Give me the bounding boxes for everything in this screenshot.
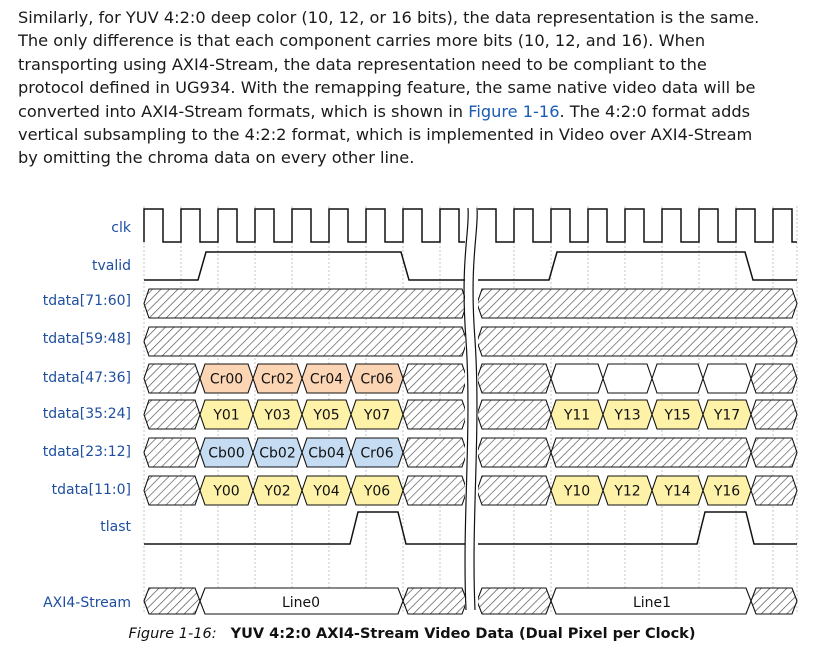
body-paragraph: Similarly, for YUV 4:2:0 deep color (10,… — [18, 6, 818, 170]
bus-d47-invalid-pre — [143, 363, 201, 394]
bus-d11-value-line1: Y16 — [713, 484, 740, 500]
bus-d11-invalid-mid — [402, 475, 468, 506]
label-tdata-47-36: tdata[47:36] — [43, 370, 131, 386]
bus-d11-invalid-pre — [143, 475, 201, 506]
label-tdata-71-60: tdata[71:60] — [43, 293, 131, 309]
tlast-waveform-2 — [477, 511, 797, 545]
stream-line0: Line0 — [282, 595, 320, 611]
label-tvalid: tvalid — [92, 258, 131, 274]
bus-d47-value: Cr00 — [210, 372, 243, 388]
bus-d23-value: Cb02 — [259, 446, 295, 462]
bus-d35-value: Y07 — [363, 408, 390, 424]
bus-d47-cell-line1 — [550, 363, 604, 394]
bus-d71-invalid — [143, 288, 468, 319]
bus-d35-value-line1: Y11 — [563, 408, 590, 424]
bus-d59-invalid-2 — [476, 326, 798, 357]
tvalid-waveform-2 — [477, 251, 797, 281]
bus-d47-value: Cr06 — [360, 372, 393, 388]
label-tdata-23-12: tdata[23:12] — [43, 444, 131, 460]
clk-waveform — [143, 208, 468, 243]
para-line-7: by omitting the chroma data on every oth… — [18, 148, 415, 168]
para-line-2: The only difference is that each compone… — [18, 31, 706, 51]
bus-d35-invalid-post — [750, 399, 798, 430]
bus-d35-value-line1: Y15 — [663, 408, 690, 424]
bus-d47-cell-line1 — [651, 363, 704, 394]
bus-d11-value: Y00 — [212, 484, 239, 500]
bus-d47-cell-line1 — [702, 363, 752, 394]
para-line-3: transporting using AXI4-Stream, the data… — [18, 54, 707, 74]
label-tdata-59-48: tdata[59:48] — [43, 331, 131, 347]
bus-d35-invalid-pre — [143, 399, 201, 430]
caption-figure-number: Figure 1-16: — [128, 626, 217, 642]
bus-d11-value: Y04 — [312, 484, 339, 500]
bus-d35-value: Y03 — [263, 408, 290, 424]
bus-d47-cell-line1 — [602, 363, 653, 394]
bus-d23-value: Cb00 — [208, 446, 244, 462]
bus-d35-invalid-mid-2 — [476, 399, 552, 430]
bus-d23-value: Cb04 — [308, 446, 345, 462]
bus-d11-invalid-mid-2 — [476, 475, 552, 506]
bus-d23-invalid-pre — [143, 437, 201, 468]
bus-d47-invalid-mid — [402, 363, 468, 394]
bus-d11-value-line1: Y12 — [613, 484, 640, 500]
tlast-waveform — [144, 511, 467, 545]
label-tdata-11-0: tdata[11:0] — [52, 482, 131, 498]
bus-d59-invalid — [143, 326, 468, 357]
figure-link[interactable]: Figure 1-16 — [468, 101, 560, 121]
clk-waveform-2 — [478, 208, 797, 243]
caption-title: YUV 4:2:0 AXI4-Stream Video Data (Dual P… — [230, 626, 696, 642]
bus-d35-value: Y01 — [212, 408, 239, 424]
bus-d35-value-line1: Y17 — [713, 408, 740, 424]
label-clk: clk — [111, 220, 132, 236]
bus-d71-invalid-2 — [476, 288, 798, 319]
bus-d11-value: Y06 — [363, 484, 390, 500]
bus-d47-value: Cr04 — [310, 372, 343, 388]
bus-layer: Cr00 Cr02 Cr04 Cr06 Y01 Y03 Y05 Y07 Y11 Y13 Y15 Y17… — [143, 288, 798, 615]
stream-line1: Line1 — [633, 595, 671, 611]
para-line-5-tail: . The 4:2:0 format adds — [559, 101, 751, 121]
bus-d23-invalid-line1 — [550, 437, 752, 468]
bus-d11-value: Y02 — [263, 484, 290, 500]
bus-d35-value-line1: Y13 — [613, 408, 640, 424]
label-tdata-35-24: tdata[35:24] — [43, 406, 131, 422]
para-line-1: Similarly, for YUV 4:2:0 deep color (10,… — [18, 8, 760, 27]
bus-d47-value: Cr02 — [261, 372, 294, 388]
para-line-6: vertical subsampling to the 4:2:2 format… — [18, 125, 753, 145]
bus-d23-invalid-post — [750, 437, 798, 468]
axi-invalid-pre — [143, 587, 201, 615]
figure-caption: Figure 1-16: YUV 4:2:0 AXI4-Stream Video … — [0, 626, 824, 642]
bus-d47-invalid-post — [750, 363, 798, 394]
bus-d23-value: Cr06 — [360, 446, 393, 462]
bus-d11-value-line1: Y10 — [563, 484, 590, 500]
bus-d47-invalid-mid-2 — [476, 363, 552, 394]
bus-d11-value-line1: Y14 — [663, 484, 690, 500]
break-marks — [463, 207, 478, 614]
tvalid-waveform — [144, 251, 467, 281]
label-tlast: tlast — [100, 519, 131, 535]
para-line-5: converted into AXI4-Stream formats, whic… — [18, 101, 469, 121]
bus-d11-invalid-post — [750, 475, 798, 506]
bus-d35-value: Y05 — [312, 408, 339, 424]
axi-invalid-mid — [402, 587, 468, 615]
bus-d35-invalid-mid — [402, 399, 468, 430]
para-line-4: protocol defined in UG934. With the rema… — [18, 78, 756, 98]
label-axi4-stream: AXI4-Stream — [43, 595, 131, 611]
bus-d23-invalid-mid-2 — [476, 437, 552, 468]
axi-invalid-mid-2 — [476, 587, 552, 615]
bus-d23-invalid-mid — [402, 437, 468, 468]
axi-invalid-post — [750, 587, 798, 615]
